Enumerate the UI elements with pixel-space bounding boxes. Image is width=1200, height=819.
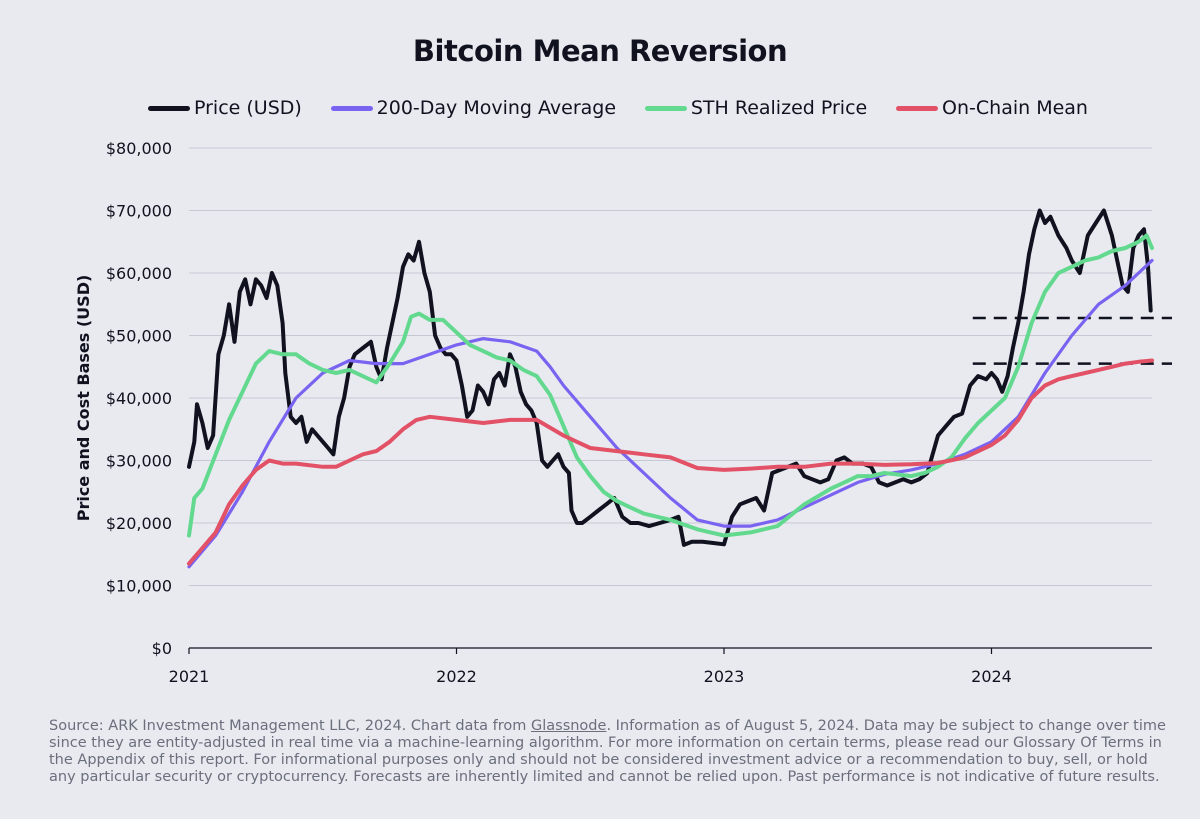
legend-label-200-day-ma: 200-Day Moving Average (376, 97, 617, 119)
legend-item-price: Price (USD) (148, 97, 302, 119)
footnote: Source: ARK Investment Management LLC, 2… (49, 718, 1169, 786)
chart-plot: $0 $10,000 $20,000 $30,000 $40,000 $50,000 $60… (74, 139, 1172, 686)
y-tick-label: $30,000 (106, 452, 172, 471)
legend-swatch-200-day-ma (330, 105, 373, 111)
x-tick-label: 2021 (169, 667, 210, 686)
series-lines (187, 208, 1154, 569)
legend-label-on-chain-mean: On-Chain Mean (942, 97, 1088, 119)
grid-lines (189, 147, 1152, 649)
series-line-sth-realized (187, 233, 1154, 538)
series-line-price (187, 208, 1153, 547)
chart-title: Bitcoin Mean Reversion (412, 34, 788, 68)
footnote-text-2: . Information as of August 5, 2024. Data… (49, 718, 1166, 785)
legend-swatch-sth-realized (644, 105, 687, 111)
legend-item-sth-realized: STH Realized Price (644, 97, 868, 119)
series-line-on-chain-mean (187, 358, 1154, 566)
legend-label-price: Price (USD) (194, 97, 302, 119)
legend-swatch-price (148, 105, 190, 111)
y-tick-label: $80,000 (106, 139, 172, 158)
reference-lines (972, 316, 1172, 365)
x-tick-label: 2023 (704, 667, 745, 686)
y-axis-ticks: $0 $10,000 $20,000 $30,000 $40,000 $50,000 $60… (106, 139, 172, 658)
y-tick-label: $20,000 (106, 514, 172, 533)
y-axis-label: Price and Cost Bases (USD) (74, 275, 93, 522)
x-tick-label: 2024 (971, 667, 1012, 686)
footnote-text-1: Source: ARK Investment Management LLC, 2… (49, 718, 531, 734)
y-tick-label: $60,000 (106, 264, 172, 283)
y-tick-label: $10,000 (106, 577, 172, 596)
y-tick-label: $40,000 (106, 389, 172, 408)
x-tick-label: 2022 (436, 667, 477, 686)
y-tick-label: $50,000 (106, 327, 172, 346)
series-line-200-day-ma (187, 258, 1154, 569)
glassnode-link[interactable]: Glassnode (530, 718, 607, 734)
legend-item-on-chain-mean: On-Chain Mean (896, 97, 1088, 119)
y-tick-label: $70,000 (106, 202, 172, 221)
legend-item-200-day-ma: 200-Day Moving Average (330, 97, 617, 119)
legend-label-sth-realized: STH Realized Price (690, 97, 868, 119)
chart-legend: Price (USD) 200-Day Moving Average STH R… (148, 95, 1088, 121)
y-tick-label: $0 (152, 639, 172, 658)
legend-swatch-on-chain-mean (896, 105, 939, 111)
x-axis-ticks: 2021 2022 2023 2024 (169, 648, 1012, 686)
